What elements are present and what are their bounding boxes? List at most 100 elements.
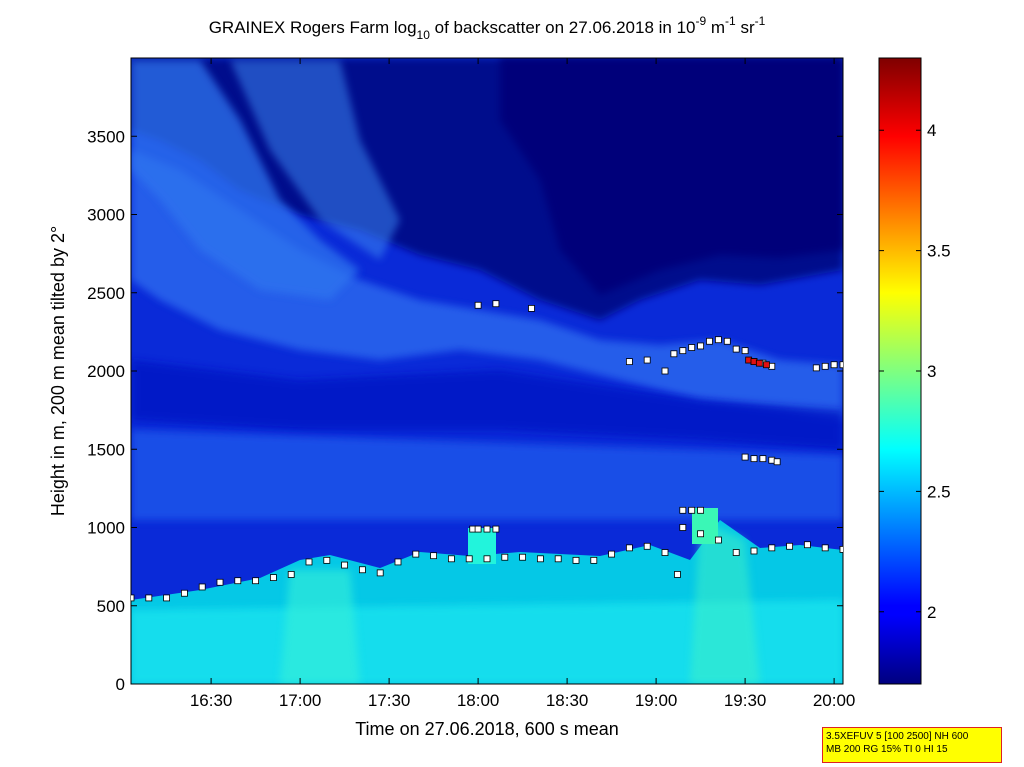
height-marker (715, 536, 722, 544)
height-marker (674, 571, 681, 578)
height-marker (287, 571, 295, 578)
height-marker (839, 361, 843, 369)
y-axis-label: Height in m, 200 m mean tilted by 2° (48, 226, 68, 516)
height-marker (706, 337, 713, 345)
colorbar-tick-label: 2 (927, 603, 936, 622)
height-marker (163, 594, 171, 602)
height-marker (750, 455, 758, 463)
colorbar-gradient (878, 57, 922, 685)
y-tick-label: 0 (116, 675, 125, 694)
height-marker (131, 594, 135, 602)
height-marker (590, 556, 598, 564)
height-marker (465, 555, 473, 563)
height-marker (839, 546, 843, 553)
height-marker (626, 544, 633, 552)
x-tick-label: 17:30 (368, 691, 411, 710)
x-tick-label: 18:00 (457, 691, 500, 710)
height-marker (447, 555, 455, 563)
x-tick-label: 20:00 (813, 691, 856, 710)
y-tick-label: 1500 (87, 440, 125, 459)
height-marker (679, 524, 687, 531)
chart-title: GRAINEX Rogers Farm log10 of backscatter… (209, 14, 766, 42)
x-tick-label: 16:30 (190, 691, 233, 710)
info-line-2: MB 200 RG 15% TI 0 HI 15 (826, 744, 948, 755)
height-marker (430, 552, 438, 560)
height-marker (732, 549, 740, 556)
height-marker (697, 506, 704, 514)
colorbar-tick-label: 3.5 (927, 242, 951, 261)
height-marker (830, 361, 838, 369)
height-marker (483, 525, 491, 533)
height-marker (198, 583, 206, 591)
height-marker (305, 558, 313, 566)
height-marker (786, 542, 793, 550)
height-marker (554, 555, 562, 563)
x-tick-label: 17:00 (279, 691, 322, 710)
height-marker (519, 553, 526, 561)
red-height-marker (763, 361, 770, 369)
height-marker (572, 556, 580, 564)
height-marker (269, 574, 277, 581)
x-axis: 16:30 17:00 17:30 18:00 18:30 19:00 19:30 20:00 (190, 58, 856, 710)
processing-info-box: 3.5XEFUV 5 [100 2500] NH 600 MB 200 RG 1… (822, 727, 1002, 763)
height-marker (670, 350, 678, 358)
height-marker (216, 578, 224, 586)
height-marker (688, 506, 696, 514)
height-marker (679, 347, 687, 355)
height-marker (821, 362, 829, 370)
colorbar-tick-label: 4 (927, 121, 936, 140)
height-marker (474, 301, 482, 309)
height-marker (341, 561, 349, 569)
height-marker (528, 304, 535, 312)
height-marker (804, 541, 811, 549)
height-marker (358, 566, 366, 574)
height-marker (608, 550, 615, 558)
height-marker (323, 556, 331, 564)
y-axis: 0 500 1000 1500 2000 2500 3000 3500 (87, 127, 843, 694)
y-tick-label: 3000 (87, 206, 125, 225)
height-marker (180, 589, 188, 597)
x-axis-label: Time on 27.06.2018, 600 s mean (355, 719, 619, 739)
height-marker (759, 455, 767, 463)
height-marker (537, 555, 544, 563)
height-marker (643, 356, 651, 364)
height-marker (483, 555, 491, 563)
y-tick-label: 500 (97, 597, 125, 616)
height-marker (643, 542, 651, 550)
colorbar-tick-label: 3 (927, 362, 936, 381)
height-marker (234, 577, 242, 585)
x-tick-label: 19:30 (724, 691, 767, 710)
height-marker (768, 544, 776, 552)
height-marker (821, 544, 829, 552)
y-tick-label: 1000 (87, 519, 125, 538)
height-marker (715, 336, 722, 344)
height-marker (741, 453, 749, 461)
height-marker (688, 344, 696, 351)
colorbar: 2 2.5 3 3.5 4 (878, 57, 951, 685)
colorbar-tick-label: 2.5 (927, 482, 951, 501)
height-marker (773, 458, 781, 466)
info-line-1: 3.5XEFUV 5 [100 2500] NH 600 (826, 731, 969, 742)
backscatter-heatmap (131, 58, 843, 684)
x-tick-label: 19:00 (635, 691, 678, 710)
red-height-marker (755, 359, 763, 367)
height-marker (741, 347, 749, 355)
height-marker (697, 342, 704, 350)
height-marker (394, 558, 402, 566)
y-tick-label: 3500 (87, 127, 125, 146)
height-marker (501, 553, 509, 561)
x-tick-label: 18:30 (546, 691, 589, 710)
height-marker (145, 594, 153, 602)
height-marker (252, 577, 260, 585)
height-marker (492, 525, 500, 533)
height-marker (750, 547, 758, 555)
y-tick-label: 2000 (87, 362, 125, 381)
height-marker (732, 345, 740, 353)
height-marker (661, 549, 669, 556)
height-marker (661, 367, 669, 375)
height-marker (412, 550, 420, 558)
height-marker (679, 506, 687, 514)
height-marker (376, 569, 384, 577)
height-marker (723, 337, 731, 345)
